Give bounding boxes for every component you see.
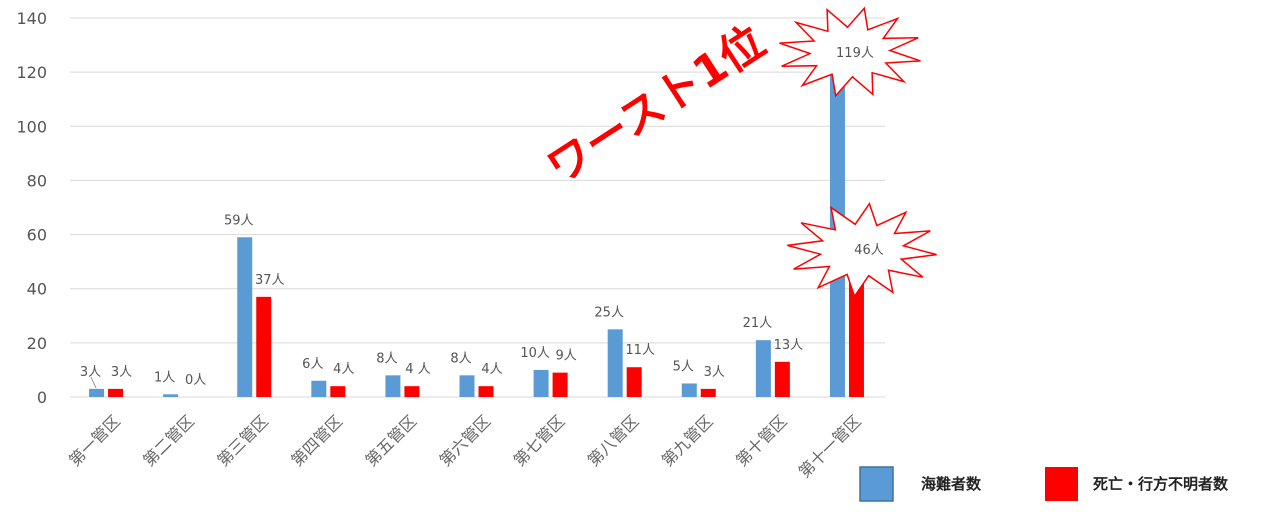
data-label-series1: 6人 bbox=[302, 357, 323, 372]
starburst-top bbox=[779, 6, 921, 98]
bar-series1 bbox=[311, 380, 327, 397]
y-tick-label: 100 bbox=[16, 117, 47, 136]
data-label-series1: 8人 bbox=[376, 351, 397, 366]
bar-series1 bbox=[385, 375, 401, 397]
data-label-series2: 4 人 bbox=[405, 362, 430, 377]
y-tick-label: 120 bbox=[16, 63, 47, 82]
data-label-series1: 5人 bbox=[673, 359, 694, 374]
y-tick-label: 80 bbox=[27, 171, 47, 190]
data-label-series1: 21人 bbox=[743, 316, 773, 331]
y-tick-label: 40 bbox=[27, 280, 47, 299]
bar-series2 bbox=[478, 386, 494, 397]
bar-series2 bbox=[256, 296, 272, 397]
bar-series1 bbox=[237, 237, 253, 397]
bar-series1 bbox=[681, 383, 697, 397]
category-label: 第七管区 bbox=[510, 411, 569, 470]
data-label-series1: 8人 bbox=[450, 351, 471, 366]
legend-swatch-series1 bbox=[859, 466, 894, 502]
label-leader-line bbox=[90, 376, 97, 389]
data-label-series2: 4人 bbox=[333, 362, 354, 377]
data-label-highlight-2: 46人 bbox=[854, 243, 884, 258]
bar-series2 bbox=[404, 386, 420, 397]
data-label-series2: 13人 bbox=[774, 338, 804, 353]
data-label-series2: 37人 bbox=[255, 273, 285, 288]
y-tick-label: 60 bbox=[27, 226, 47, 245]
category-label: 第五管区 bbox=[362, 411, 421, 470]
category-label: 第四管区 bbox=[287, 411, 346, 470]
data-label-series1: 59人 bbox=[224, 213, 254, 228]
data-label-highlight-1: 119人 bbox=[836, 46, 874, 61]
legend-swatch-series2 bbox=[1045, 467, 1078, 501]
category-label: 第十管区 bbox=[732, 411, 791, 470]
data-label-series1: 3人 bbox=[80, 365, 101, 380]
bar-series1 bbox=[607, 329, 623, 397]
data-label-series2: 9人 bbox=[555, 349, 576, 364]
data-label-series2: 11人 bbox=[625, 343, 655, 358]
category-label: 第六管区 bbox=[436, 411, 495, 470]
bar-series1 bbox=[533, 369, 549, 397]
data-label-series1: 25人 bbox=[594, 305, 624, 320]
bar-series1 bbox=[89, 388, 105, 397]
bar-series2 bbox=[330, 386, 346, 397]
bar-series1 bbox=[459, 375, 475, 397]
data-label-series1: 1人 bbox=[154, 370, 175, 385]
bar-series2 bbox=[774, 361, 790, 397]
y-tick-label: 20 bbox=[27, 334, 47, 353]
legend-label-series2: 死亡・行方不明者数 bbox=[1093, 475, 1229, 493]
category-label: 第八管区 bbox=[584, 411, 643, 470]
legend-label-series1: 海難者数 bbox=[921, 475, 982, 493]
data-label-series2: 0人 bbox=[185, 373, 206, 388]
callout-worst: ワースト1位 bbox=[538, 16, 774, 194]
data-label-series2: 4人 bbox=[481, 362, 502, 377]
bar-series2 bbox=[848, 272, 864, 397]
bar-series2 bbox=[552, 372, 568, 397]
data-label-series2: 3人 bbox=[111, 365, 132, 380]
data-label-series1: 10人 bbox=[520, 346, 550, 361]
category-label: 第九管区 bbox=[658, 411, 717, 470]
bar-series1 bbox=[163, 394, 179, 397]
y-tick-label: 140 bbox=[16, 9, 47, 28]
bar-series2 bbox=[108, 388, 124, 397]
bar-series2 bbox=[700, 388, 716, 397]
data-label-series2: 3人 bbox=[704, 365, 725, 380]
y-tick-label: 0 bbox=[37, 388, 47, 407]
bar-series2 bbox=[626, 367, 642, 397]
category-label: 第十一管区 bbox=[795, 411, 865, 481]
category-label: 第三管区 bbox=[213, 411, 272, 470]
category-label: 第二管区 bbox=[139, 411, 198, 470]
bar-series1 bbox=[755, 340, 771, 397]
category-label: 第一管区 bbox=[65, 411, 124, 470]
starburst-bottom bbox=[787, 202, 937, 298]
